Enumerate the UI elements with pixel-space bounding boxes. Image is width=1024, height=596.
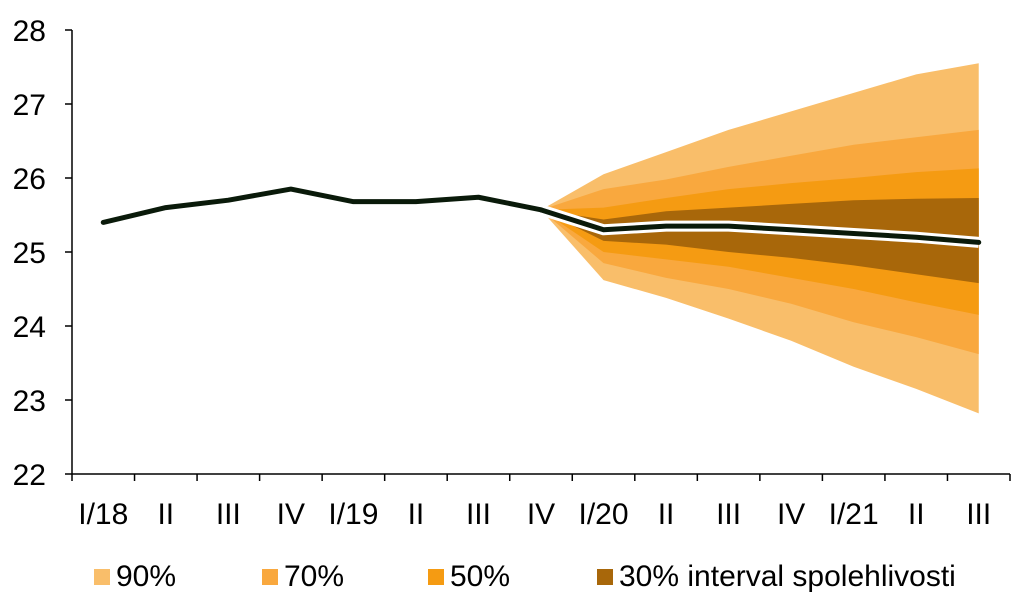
y-tick-label: 26 <box>13 163 46 196</box>
legend-item-30: 30% interval spolehlivosti <box>597 560 956 594</box>
x-tick-label: II <box>908 498 925 531</box>
x-tick-label: II <box>408 498 425 531</box>
x-tick-label: III <box>966 498 991 531</box>
x-tick-label: I/20 <box>579 498 629 531</box>
y-tick-label: 22 <box>13 459 46 492</box>
series-lines <box>100 186 982 248</box>
x-tick-label: IV <box>527 498 555 531</box>
confidence-bands <box>541 63 979 414</box>
x-tick-label: I/18 <box>78 498 128 531</box>
legend-label-50: 50% <box>450 560 511 593</box>
axes <box>65 29 1011 481</box>
x-tick-label: I/21 <box>829 498 879 531</box>
x-tick-label: IV <box>777 498 805 531</box>
y-tick-label: 23 <box>13 385 46 418</box>
y-tick-label: 27 <box>13 89 46 122</box>
legend-swatch-30 <box>597 569 613 585</box>
x-tick-label: II <box>658 498 675 531</box>
legend-label-90: 90% <box>116 560 177 593</box>
series-line-history <box>100 186 544 225</box>
legend-item-90: 90% <box>94 560 176 594</box>
legend-label-70: 70% <box>284 560 345 593</box>
y-tick-labels: 22 23 24 25 26 27 28 <box>13 15 46 492</box>
legend-item-50: 50% <box>428 560 510 594</box>
legend-item-70: 70% <box>262 560 344 594</box>
x-tick-label: III <box>216 498 241 531</box>
x-tick-labels: I/18 II III IV I/19 II III IV I/20 II III IV I/21 II I… <box>78 498 991 531</box>
y-tick-label: 25 <box>13 237 46 270</box>
x-tick-label: IV <box>277 498 305 531</box>
x-tick-label: II <box>157 498 174 531</box>
y-tick-label: 28 <box>13 15 46 48</box>
legend-swatch-90 <box>94 569 110 585</box>
x-tick-label: III <box>466 498 491 531</box>
legend-swatch-70 <box>262 569 278 585</box>
series-line-forecast <box>538 207 982 245</box>
legend-label-30: 30% interval spolehlivosti <box>619 560 956 593</box>
band-30 <box>541 197 979 284</box>
y-tick-label: 24 <box>13 311 46 344</box>
x-tick-label: I/19 <box>328 498 378 531</box>
legend-swatch-50 <box>428 569 444 585</box>
legend: 90% 70% 50% 30% interval spolehlivosti <box>0 560 1024 596</box>
x-tick-label: III <box>716 498 741 531</box>
